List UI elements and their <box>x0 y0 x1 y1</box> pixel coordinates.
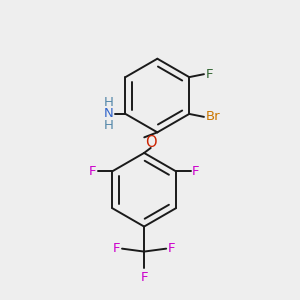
Text: N: N <box>104 107 114 120</box>
Text: F: F <box>113 242 121 255</box>
Text: O: O <box>145 135 157 150</box>
Text: F: F <box>88 165 96 178</box>
Text: H: H <box>104 118 114 132</box>
Text: H: H <box>104 96 114 109</box>
Text: F: F <box>192 165 200 178</box>
Text: F: F <box>206 68 213 81</box>
Text: F: F <box>168 242 175 255</box>
Text: Br: Br <box>206 110 220 123</box>
Text: F: F <box>140 271 148 284</box>
